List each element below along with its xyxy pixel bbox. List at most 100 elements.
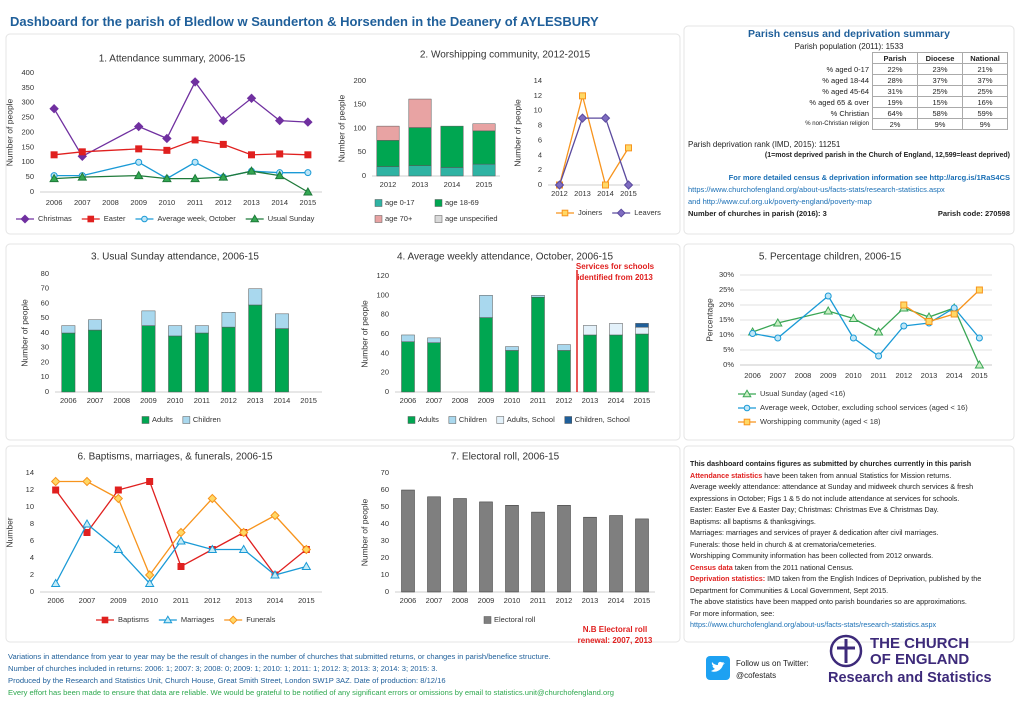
bar [505,505,519,593]
marker [774,334,782,342]
x-tick-label: 2007 [79,596,96,605]
note-text: taken from the 2011 national Census. [734,562,854,572]
bar [453,498,467,593]
legend-label: Children, School [575,415,630,424]
table-cell: 37% [962,74,1008,86]
x-tick-label: 2006 [400,596,417,605]
y-tick-label: 10 [26,502,34,511]
legend-swatch [141,416,150,424]
note-text: This dashboard contains figures as submi… [690,459,972,468]
y-tick-label: 14 [26,468,34,477]
y-tick-label: 4 [538,150,542,159]
bar [248,304,263,393]
y-tick-label: 20% [719,300,734,309]
note-text: IMD taken from the English Indices of De… [690,574,982,595]
marker [849,334,857,342]
footer-line: Variations in attendance from year to ye… [8,652,551,661]
table-cell: 23% [917,63,963,75]
marker [146,478,154,485]
bar [376,140,400,167]
bar [635,333,649,393]
legend-marker [616,208,626,218]
table-row: % aged 45-64 31% 25% 25% [746,85,1008,97]
legend-label: Joiners [578,208,602,217]
marker [135,158,143,166]
bar [401,341,415,393]
twitter-icon[interactable] [706,656,730,680]
bar [221,326,236,393]
notes-panel: This dashboard contains figures as submi… [690,458,1008,631]
note: Average weekly attendance: attendance at… [690,481,1008,504]
y-tick-label: 50 [381,502,389,511]
bar [88,319,102,331]
legend-label: Christmas [38,214,72,223]
marker [78,148,86,156]
legend-marker [743,404,751,412]
marker [246,166,257,175]
marker [602,181,609,189]
marker [824,292,832,300]
legend-label: Baptisms [118,615,149,624]
legend-marker [141,215,148,223]
marker [875,352,883,360]
x-tick-label: 2010 [141,596,158,605]
table-header: Diocese [917,52,963,64]
annotation: identified from 2013 [577,273,653,282]
note: https://www.churchofengland.org/about-us… [690,619,1008,631]
note-text: Baptisms: all baptisms & thanksgivings. [690,516,816,526]
panel-frame [5,445,681,643]
bar [275,313,289,329]
legend-marker [163,615,173,624]
y-tick-label: 14 [534,76,542,85]
x-tick-label: 2006 [47,596,64,605]
series-line [54,170,309,193]
y-tick-label: 30 [41,343,49,352]
x-tick-label: 2012 [895,371,912,380]
y-tick-label: 100 [376,290,389,299]
bar [376,166,400,177]
bar [479,317,493,393]
marker [190,173,200,183]
x-tick-label: 2015 [634,396,651,405]
link[interactable]: and http://www.cuf.org.uk/poverty-englan… [688,197,872,206]
bar [401,489,415,593]
marker [823,305,834,315]
note: Easter: Easter Eve & Easter Day; Christm… [690,504,1008,516]
legend-label: Average week, October [157,214,236,223]
y-tick-label: 100 [353,123,366,132]
legend-label: Leavers [634,208,661,217]
y-tick-label: 25% [719,285,734,294]
x-tick-label: 2012 [220,396,237,405]
marker [577,113,588,123]
x-tick-label: 2012 [556,596,573,605]
marker [176,527,186,538]
twitter-bird [711,661,725,672]
x-tick-label: 2007 [426,596,443,605]
note: For more information, see: [690,608,1008,620]
marker [848,313,859,322]
twitter-handle[interactable]: @cofestats [736,671,777,680]
bar [248,288,263,306]
bar [635,326,649,335]
bar [472,130,496,165]
link[interactable]: https://www.churchofengland.org/about-us… [688,185,945,194]
x-tick-label: 2006 [400,396,417,405]
marker [191,158,199,166]
table-cell: 25% [917,85,963,97]
y-axis-label: Percentage [704,298,714,342]
x-tick-label: 2015 [300,198,317,207]
bar [141,310,156,326]
logo-line: OF ENGLAND [870,651,970,668]
y-tick-label: 200 [21,127,34,136]
bar [479,501,493,593]
x-tick-label: 2009 [130,198,147,207]
y-tick-label: 4 [30,553,34,562]
x-tick-label: 2013 [412,180,429,189]
note: Deprivation statistics: IMD taken from t… [690,573,1008,596]
marker [974,359,985,369]
more-info[interactable]: For more detailed census & deprivation i… [728,173,1010,182]
marker [270,510,280,521]
census-title: Parish census and deprivation summary [748,28,950,40]
bar [557,350,571,393]
y-tick-label: 8 [538,121,542,130]
